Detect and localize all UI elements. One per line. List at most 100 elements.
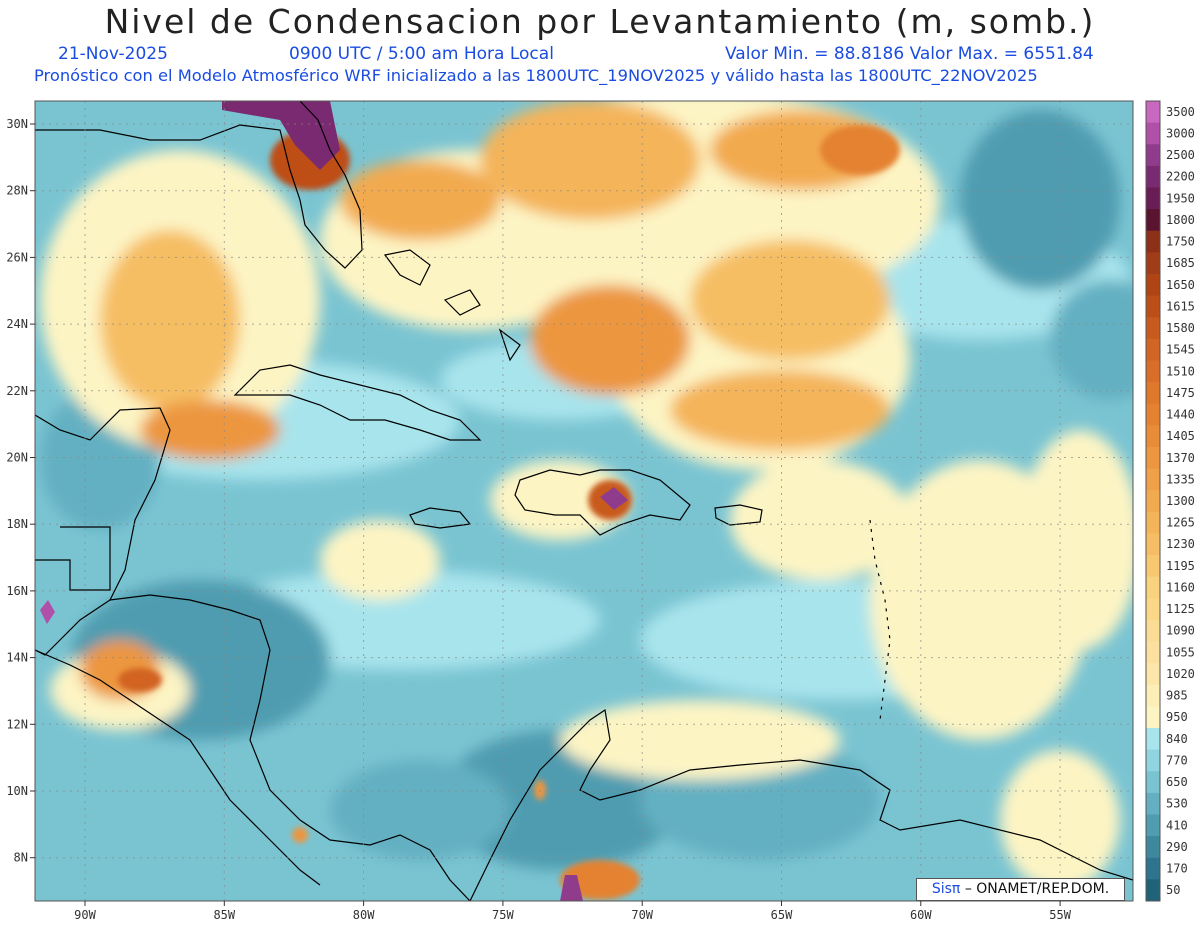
colorbar-label: 1090 xyxy=(1166,624,1195,638)
lat-tick-label: 8N xyxy=(14,851,28,865)
coast-puerto-rico xyxy=(714,504,763,526)
coast-bahamas-c xyxy=(498,328,521,362)
coast-bahamas-a xyxy=(383,249,431,286)
colorbar-label: 3000 xyxy=(1166,126,1195,140)
colorbar-label: 1125 xyxy=(1166,602,1195,616)
colorbar-label: 1195 xyxy=(1166,559,1195,573)
map-frame xyxy=(34,100,1134,902)
hotspot-hispaniola xyxy=(600,487,628,510)
lon-tick-label: 75W xyxy=(492,908,514,922)
lat-tick-label: 18N xyxy=(6,517,28,531)
lat-tick-label: 10N xyxy=(6,784,28,798)
sispi-logo: Sisπ xyxy=(931,881,961,897)
colorbar-label: 1650 xyxy=(1166,278,1195,292)
hotspot-north-florida xyxy=(222,101,340,170)
colorbar-swatch xyxy=(1146,684,1160,707)
colorbar-label: 1440 xyxy=(1166,408,1195,422)
colorbar-swatch xyxy=(1146,728,1160,751)
colorbar-swatch xyxy=(1146,490,1160,513)
valid-time: 0900 UTC / 5:00 am Hora Local xyxy=(289,44,554,64)
coastlines xyxy=(35,101,1133,901)
colorbar-label: 650 xyxy=(1166,775,1188,789)
lat-tick-label: 14N xyxy=(6,651,28,665)
colorbar-label: 1580 xyxy=(1166,321,1195,335)
colorbar-swatch xyxy=(1146,555,1160,578)
colorbar-label: 2500 xyxy=(1166,148,1195,162)
colorbar-label: 2200 xyxy=(1166,170,1195,184)
lat-tick-label: 24N xyxy=(6,317,28,331)
forecast-info: Pronóstico con el Modelo Atmosférico WRF… xyxy=(34,66,1038,85)
colorbar-label: 1020 xyxy=(1166,667,1195,681)
colorbar-label: 1335 xyxy=(1166,472,1195,486)
colorbar-swatch xyxy=(1146,165,1160,188)
coast-yucatan xyxy=(35,407,171,656)
lon-tick-label: 65W xyxy=(771,908,793,922)
lat-tick-label: 16N xyxy=(6,584,28,598)
hotspot-south xyxy=(560,875,583,901)
coast-central-america xyxy=(109,594,471,901)
page-title: Nivel de Condensacion por Levantamiento … xyxy=(104,2,1096,41)
colorbar-swatch xyxy=(1146,230,1160,253)
colorbar-label: 840 xyxy=(1166,732,1188,746)
colorbar-label: 770 xyxy=(1166,753,1188,767)
colorbar-label: 1405 xyxy=(1166,429,1195,443)
colorbar-swatch xyxy=(1146,576,1160,599)
colorbar-label: 1230 xyxy=(1166,537,1195,551)
colorbar-swatch xyxy=(1146,468,1160,491)
colorbar-label: 1510 xyxy=(1166,364,1195,378)
colorbar-swatch xyxy=(1146,663,1160,686)
colorbar-swatch xyxy=(1146,792,1160,816)
lat-tick-label: 26N xyxy=(6,250,28,264)
colorbar-label: 985 xyxy=(1166,689,1188,703)
coast-lesser-antilles xyxy=(869,519,891,721)
lat-tick-label: 22N xyxy=(6,384,28,398)
coast-south-america xyxy=(469,708,1133,901)
coast-cuba xyxy=(233,364,482,441)
colorbar-swatch xyxy=(1146,252,1160,275)
colorbar-swatch xyxy=(1146,511,1160,534)
coast-bahamas-b xyxy=(443,289,481,316)
lat-tick-label: 12N xyxy=(6,717,28,731)
colorbar-label: 290 xyxy=(1166,840,1188,854)
colorbar-swatch xyxy=(1146,295,1160,318)
colorbar-label: 1300 xyxy=(1166,494,1195,508)
colorbar-swatch xyxy=(1146,533,1160,556)
colorbar-swatch xyxy=(1146,317,1160,340)
longitude-axis: 90W 85W 80W 75W 70W 65W 60W 55W xyxy=(74,901,1072,922)
colorbar-swatch xyxy=(1146,879,1160,902)
lon-tick-label: 60W xyxy=(910,908,932,922)
colorbar-label: 1615 xyxy=(1166,299,1195,313)
min-max-values: Valor Min. = 88.8186 Valor Max. = 6551.8… xyxy=(725,44,1094,64)
colorbar-label: 1750 xyxy=(1166,235,1195,249)
colorbar-label: 50 xyxy=(1166,883,1180,897)
colorbar-label: 530 xyxy=(1166,797,1188,811)
credit-text: – ONAMET/REP.DOM. xyxy=(964,881,1110,897)
colorbar-swatch xyxy=(1146,836,1160,859)
hotspot-guatemala xyxy=(40,600,55,624)
colorbar-label: 3500 xyxy=(1166,105,1195,119)
colorbar-swatch xyxy=(1146,598,1160,621)
colorbar-swatch xyxy=(1146,749,1160,772)
colorbar-label: 1545 xyxy=(1166,343,1195,357)
colorbar-label: 1370 xyxy=(1166,451,1195,465)
colorbar-label: 1685 xyxy=(1166,256,1195,270)
colorbar-frame xyxy=(1145,100,1161,902)
colorbar-swatch xyxy=(1146,641,1160,664)
colorbar: 3500 3000 2500 2200 1950 1800 1750 1685 1650 1615… xyxy=(1145,100,1195,902)
colorbar-swatch xyxy=(1146,144,1160,167)
colorbar-swatch xyxy=(1146,382,1160,405)
colorbar-label: 1950 xyxy=(1166,191,1195,205)
colorbar-swatch xyxy=(1146,425,1160,448)
colorbar-label: 170 xyxy=(1166,862,1188,876)
colorbar-swatch xyxy=(1146,619,1160,643)
colorbar-label: 410 xyxy=(1166,818,1188,832)
latitude-axis: 30N 28N 26N 24N 22N 20N 18N 16N 14N 12N 10N 8N xyxy=(6,117,35,865)
colorbar-swatch xyxy=(1146,360,1160,383)
colorbar-label: 950 xyxy=(1166,710,1188,724)
credit-box: Sisπ – ONAMET/REP.DOM. xyxy=(916,878,1125,901)
lon-tick-label: 70W xyxy=(631,908,653,922)
colorbar-swatch xyxy=(1146,122,1160,145)
colorbar-swatch xyxy=(1146,771,1160,794)
colorbar-label: 1800 xyxy=(1166,213,1195,227)
